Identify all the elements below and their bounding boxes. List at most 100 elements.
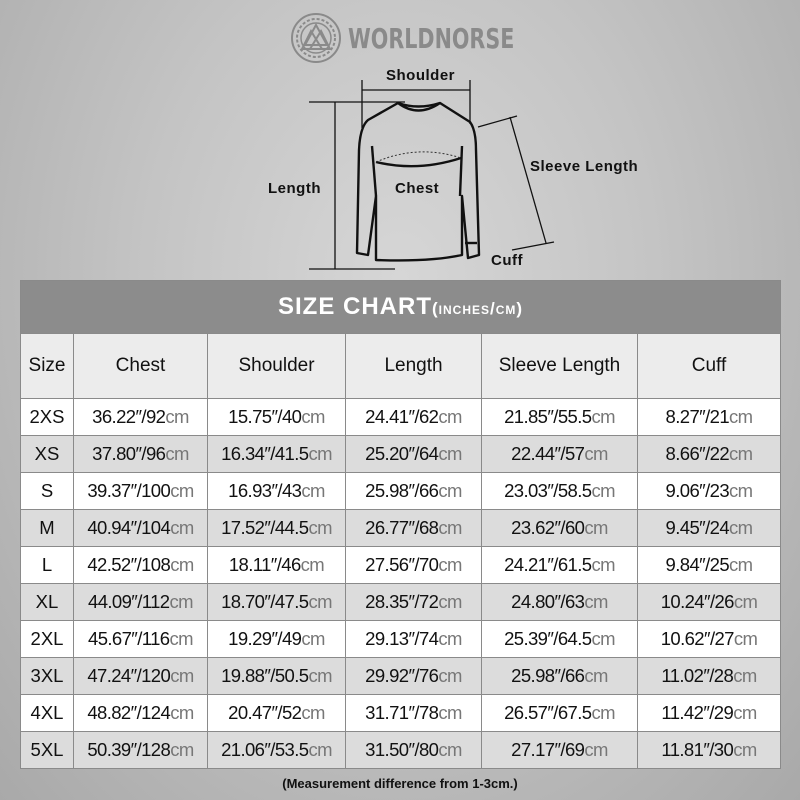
measurement-cell: 44.09″/112cm [73,583,208,621]
measurement-value: 25.20″/64cm [365,443,462,464]
measurement-cell: 24.80″/63cm [481,583,638,621]
measurement-cell: 21.85″/55.5cm [481,398,638,436]
measurement-cell: 31.71″/78cm [345,694,482,732]
size-label: M [39,517,55,538]
measurement-cell: 40.94″/104cm [73,509,208,547]
measurement-value: 50.39″/128cm [87,739,194,760]
measurement-value: 40.94″/104cm [87,517,194,538]
measurement-value: 37.80″/96cm [92,443,189,464]
measurement-value: 18.11″/46cm [228,554,325,575]
column-header-chest: Chest [73,333,208,399]
measurement-value: 9.45″/24cm [665,517,754,538]
measurement-value: 23.03″/58.5cm [504,480,615,501]
table-row: 2XS 36.22″/92cm 15.75″/40cm 24.41″/62cm 21.8… [20,398,782,436]
size-cell: 2XL [20,620,74,658]
size-chart-table: SIZE CHART(inches/cm) Size Chest Shoulder L… [19,280,782,769]
measurement-value: 16.93″/43cm [228,480,325,501]
table-row: XS 37.80″/96cm 16.34″/41.5cm 25.20″/64cm 22.… [20,435,782,473]
measurement-value: 27.17″/69cm [511,739,608,760]
measurement-cell: 8.66″/22cm [636,435,782,473]
table-row: 3XL 47.24″/120cm 19.88″/50.5cm 29.92″/76cm 2… [20,657,782,695]
measurement-cell: 25.98″/66cm [345,472,482,510]
measurement-cell: 11.02″/28cm [636,657,782,695]
measurement-value: 10.24″/26cm [660,591,758,612]
measurement-cell: 16.34″/41.5cm [207,435,346,473]
measurement-cell: 27.56″/70cm [345,546,482,584]
measurement-value: 25.98″/66cm [365,480,462,501]
measurement-value: 16.34″/41.5cm [221,443,332,464]
size-cell: 3XL [20,657,74,695]
measurement-cell: 37.80″/96cm [73,435,208,473]
measurement-value: 24.80″/63cm [511,591,608,612]
size-label: 4XL [30,702,64,723]
size-cell: M [20,509,74,547]
measurement-cell: 8.27″/21cm [636,398,782,436]
measurement-value: 42.52″/108cm [87,554,194,575]
size-cell: 2XS [20,398,74,436]
measurement-cell: 10.24″/26cm [636,583,782,621]
measurement-value: 39.37″/100cm [87,480,194,501]
column-header-sleeve-length: Sleeve Length [481,333,638,399]
measurement-cell: 48.82″/124cm [73,694,208,732]
measurement-value: 15.75″/40cm [228,406,325,427]
table-row: M 40.94″/104cm 17.52″/44.5cm 26.77″/68cm 23.… [20,509,782,547]
measurement-cell: 36.22″/92cm [73,398,208,436]
measurement-cell: 21.06″/53.5cm [207,731,346,769]
measurement-cell: 50.39″/128cm [73,731,208,769]
measurement-value: 23.62″/60cm [511,517,608,538]
size-label: 2XL [30,628,64,649]
measurement-value: 48.82″/124cm [87,702,194,723]
measurement-cell: 17.52″/44.5cm [207,509,346,547]
measurement-value: 47.24″/120cm [87,665,194,686]
measurement-cell: 28.35″/72cm [345,583,482,621]
measurement-note: (Measurement difference from 1-3cm.) [282,776,518,791]
table-title: SIZE CHART(inches/cm) [19,280,782,334]
measurement-cell: 19.29″/49cm [207,620,346,658]
measurement-cell: 15.75″/40cm [207,398,346,436]
column-header-cuff: Cuff [636,333,782,399]
measurement-cell: 18.70″/47.5cm [207,583,346,621]
measurement-cell: 47.24″/120cm [73,657,208,695]
table-row: 4XL 48.82″/124cm 20.47″/52cm 31.71″/78cm 26.… [20,694,782,732]
measurement-cell: 9.45″/24cm [636,509,782,547]
size-label: XL [35,591,59,612]
measurement-cell: 29.13″/74cm [345,620,482,658]
size-cell: 4XL [20,694,74,732]
size-label: 3XL [30,665,64,686]
measurement-value: 27.56″/70cm [365,554,462,575]
measurement-value: 10.62″/27cm [660,628,758,649]
measurement-value: 19.88″/50.5cm [221,665,332,686]
size-label: L [41,554,53,575]
measurement-value: 29.92″/76cm [365,665,462,686]
sweater-measurement-diagram [309,80,555,270]
brand-name: WORLDNORSE [348,21,515,55]
measurement-cell: 27.17″/69cm [481,731,638,769]
title-text: SIZE CHART [278,293,432,320]
cuff-label: Cuff [491,252,523,269]
measurement-cell: 45.67″/116cm [73,620,208,658]
measurement-cell: 25.20″/64cm [345,435,482,473]
table-row: 5XL 50.39″/128cm 21.06″/53.5cm 31.50″/80cm 2… [20,731,782,769]
measurement-value: 31.50″/80cm [365,739,462,760]
size-label: 2XS [29,406,65,427]
size-cell: XS [20,435,74,473]
measurement-value: 11.81″/30cm [661,739,757,760]
size-label: 5XL [30,739,64,760]
measurement-cell: 25.39″/64.5cm [481,620,638,658]
measurement-cell: 22.44″/57cm [481,435,638,473]
measurement-value: 9.06″/23cm [665,480,754,501]
measurement-value: 8.66″/22cm [665,443,754,464]
table-header-row: Size Chest Shoulder Length Sleeve Length Cuff [20,333,782,399]
measurement-cell: 18.11″/46cm [207,546,346,584]
measurement-value: 19.29″/49cm [228,628,325,649]
measurement-value: 26.77″/68cm [365,517,462,538]
measurement-cell: 31.50″/80cm [345,731,482,769]
chest-label: Chest [395,180,440,197]
measurement-value: 18.70″/47.5cm [221,591,332,612]
size-cell: 5XL [20,731,74,769]
column-header-length: Length [345,333,482,399]
measurement-value: 25.98″/66cm [511,665,608,686]
size-label: XS [34,443,60,464]
measurement-cell: 39.37″/100cm [73,472,208,510]
measurement-cell: 42.52″/108cm [73,546,208,584]
